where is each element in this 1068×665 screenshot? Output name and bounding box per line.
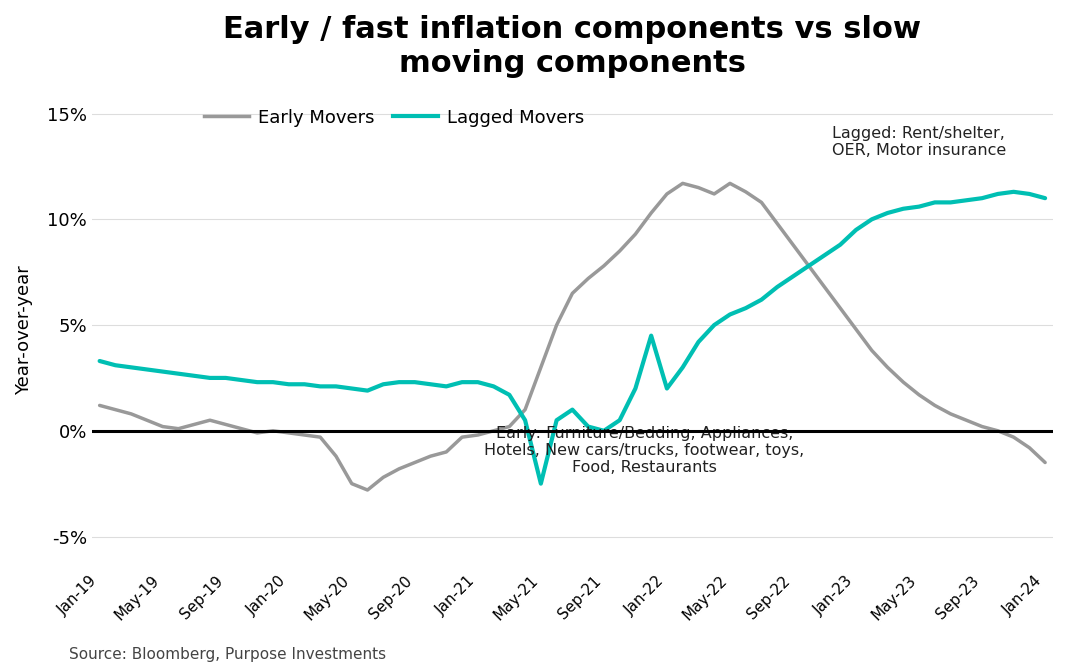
Text: Early: Furniture/Bedding, Appliances,
Hotels, New cars/trucks, footwear, toys,
F: Early: Furniture/Bedding, Appliances, Ho… [485,426,804,475]
Title: Early / fast inflation components vs slow
moving components: Early / fast inflation components vs slo… [223,15,922,78]
Y-axis label: Year-over-year: Year-over-year [15,265,33,395]
Text: Source: Bloomberg, Purpose Investments: Source: Bloomberg, Purpose Investments [69,646,387,662]
Legend: Early Movers, Lagged Movers: Early Movers, Lagged Movers [197,102,592,134]
Text: Lagged: Rent/shelter,
OER, Motor insurance: Lagged: Rent/shelter, OER, Motor insuran… [832,126,1006,158]
